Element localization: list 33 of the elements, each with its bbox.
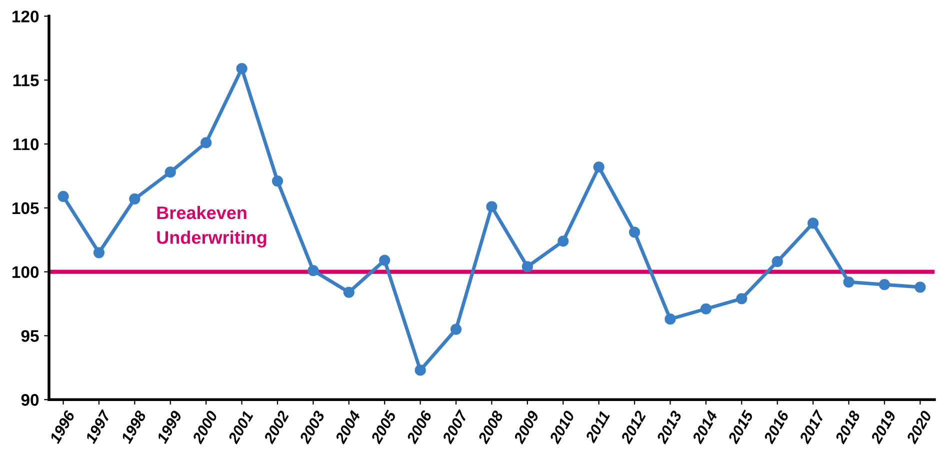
point — [736, 293, 748, 304]
point — [664, 314, 676, 325]
point — [93, 247, 105, 258]
point — [593, 161, 604, 173]
point — [772, 256, 783, 268]
y-tick-label: 120 — [12, 10, 39, 22]
point — [450, 324, 462, 335]
point — [164, 166, 176, 178]
y-tick-label: 105 — [12, 202, 39, 214]
point — [914, 282, 926, 293]
point — [808, 218, 819, 229]
y-tick-label: 95 — [21, 330, 39, 342]
point — [628, 226, 640, 238]
point — [236, 63, 248, 74]
point — [272, 176, 284, 187]
y-tick-label: 110 — [13, 138, 39, 150]
point — [486, 201, 498, 212]
y-tick-label: 100 — [12, 266, 39, 278]
point — [558, 236, 569, 247]
point — [522, 261, 533, 272]
y-tick-label: 115 — [13, 74, 39, 86]
point — [414, 364, 426, 376]
point — [379, 254, 390, 266]
point — [843, 276, 854, 288]
ref-line-label: Breakeven Underwriting — [157, 206, 266, 248]
point — [200, 137, 212, 148]
point — [878, 279, 890, 290]
y-tick-label: 90 — [21, 394, 39, 406]
point — [58, 190, 69, 202]
point — [343, 286, 354, 298]
point — [700, 303, 712, 314]
point — [308, 264, 319, 276]
point — [129, 193, 140, 205]
